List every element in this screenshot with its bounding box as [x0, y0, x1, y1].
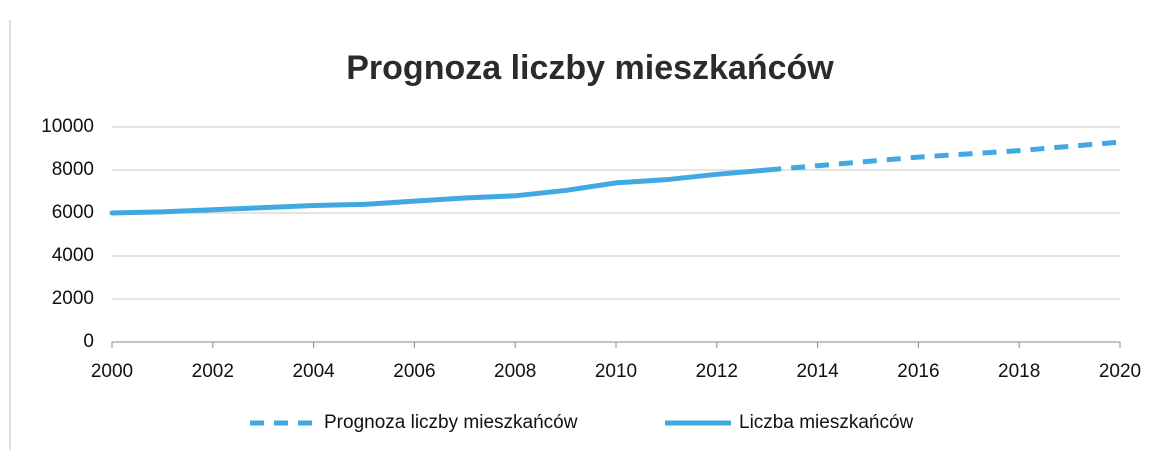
y-tick-label: 10000 — [41, 116, 94, 137]
y-tick-label: 4000 — [52, 245, 94, 266]
legend-label: Prognoza liczby mieszkańców — [324, 412, 578, 433]
x-tick-label: 2016 — [897, 361, 939, 382]
x-tick-label: 2000 — [91, 361, 133, 382]
x-tick-label: 2012 — [696, 361, 738, 382]
x-tick-label: 2020 — [1099, 361, 1141, 382]
x-tick-label: 2004 — [292, 361, 335, 382]
x-tick-label: 2006 — [393, 361, 435, 382]
series-line — [109, 167, 770, 216]
x-tick-label: 2010 — [595, 361, 637, 382]
x-tick-label: 2002 — [192, 361, 234, 382]
legend-label: Liczba mieszkańców — [739, 412, 914, 433]
y-tick-label: 6000 — [52, 202, 94, 223]
x-tick-label: 2018 — [998, 361, 1040, 382]
x-tick-label: 2008 — [494, 361, 536, 382]
y-tick-label: 8000 — [52, 159, 94, 180]
chart-title: Prognoza liczby mieszkańców — [346, 49, 834, 87]
y-tick-label: 2000 — [52, 288, 94, 309]
y-tick-label: 0 — [83, 331, 94, 352]
series-line — [766, 139, 1121, 173]
x-tick-label: 2014 — [796, 361, 839, 382]
